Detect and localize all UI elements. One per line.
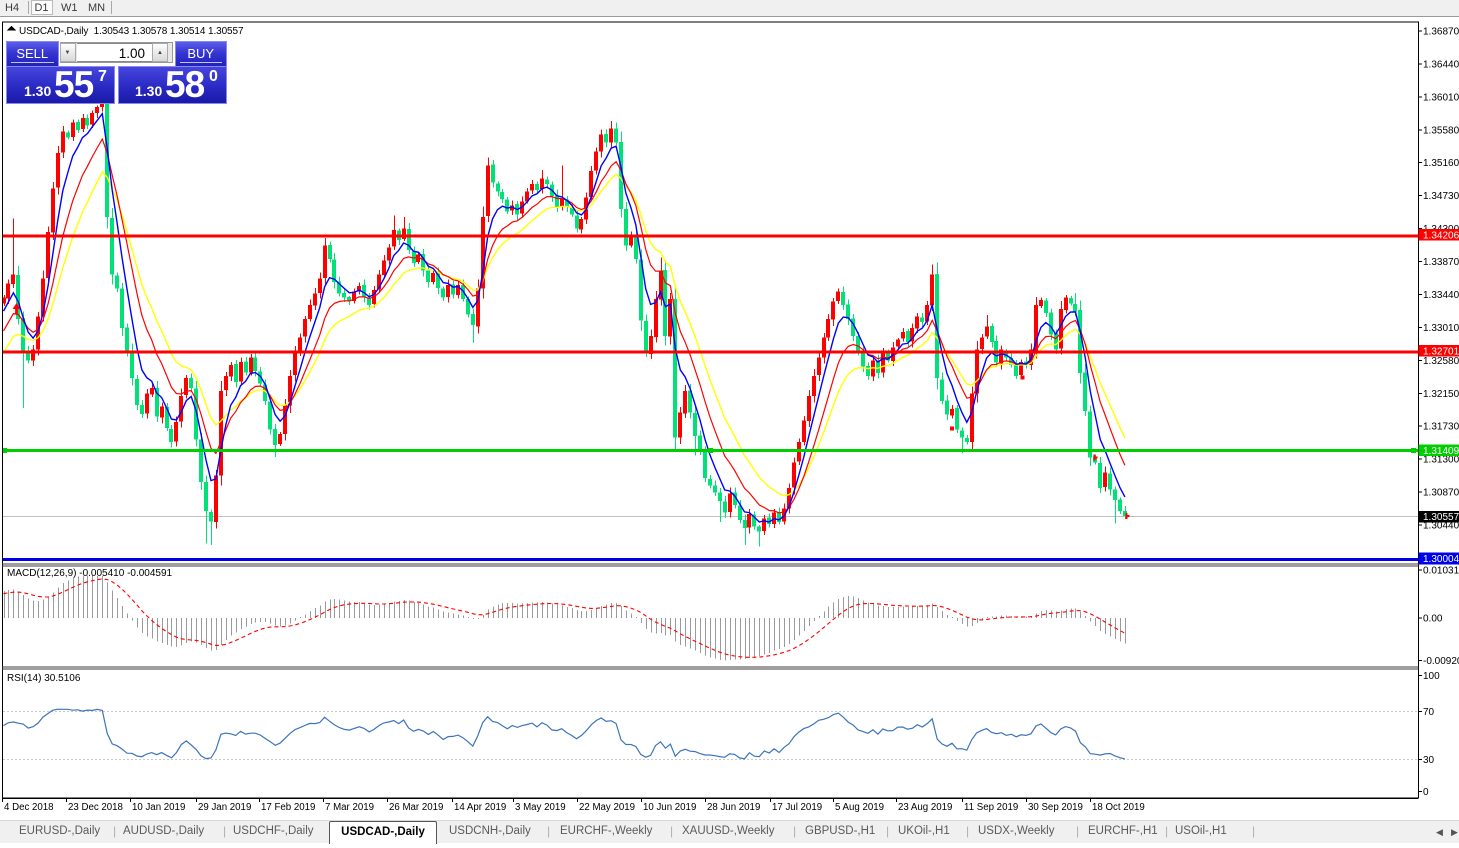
svg-text:1.35580: 1.35580 xyxy=(1423,126,1459,137)
svg-text:5 Aug 2019: 5 Aug 2019 xyxy=(835,802,884,813)
svg-text:70: 70 xyxy=(1423,707,1435,718)
svg-text:22 May 2019: 22 May 2019 xyxy=(579,802,635,813)
svg-text:0.010311: 0.010311 xyxy=(1423,565,1459,576)
svg-text:1.32150: 1.32150 xyxy=(1423,389,1459,400)
svg-text:7 Mar 2019: 7 Mar 2019 xyxy=(325,802,374,813)
svg-text:14 Apr 2019: 14 Apr 2019 xyxy=(454,802,506,813)
svg-text:23 Aug 2019: 23 Aug 2019 xyxy=(898,802,952,813)
svg-text:1.33440: 1.33440 xyxy=(1423,290,1459,301)
svg-text:1.36440: 1.36440 xyxy=(1423,60,1459,71)
svg-text:10 Jun 2019: 10 Jun 2019 xyxy=(643,802,696,813)
svg-text:1.33010: 1.33010 xyxy=(1423,323,1459,334)
svg-text:1.31409: 1.31409 xyxy=(1423,446,1459,457)
svg-text:11 Sep 2019: 11 Sep 2019 xyxy=(964,802,1018,813)
svg-text:1.32701: 1.32701 xyxy=(1423,347,1459,358)
svg-text:17 Feb 2019: 17 Feb 2019 xyxy=(261,802,315,813)
svg-text:30 Sep 2019: 30 Sep 2019 xyxy=(1028,802,1083,813)
svg-text:28 Jun 2019: 28 Jun 2019 xyxy=(707,802,760,813)
svg-text:29 Jan 2019: 29 Jan 2019 xyxy=(198,802,251,813)
svg-text:26 Mar 2019: 26 Mar 2019 xyxy=(389,802,443,813)
svg-text:-0.009203: -0.009203 xyxy=(1423,656,1459,667)
svg-text:1.35160: 1.35160 xyxy=(1423,158,1459,169)
svg-text:1.32580: 1.32580 xyxy=(1423,356,1459,367)
svg-text:1.34206: 1.34206 xyxy=(1423,231,1459,242)
svg-text:17 Jul 2019: 17 Jul 2019 xyxy=(772,802,822,813)
svg-text:1.30440: 1.30440 xyxy=(1423,520,1459,531)
svg-text:1.31730: 1.31730 xyxy=(1423,421,1459,432)
svg-text:USDCAD-,Daily 1.30543 1.30578: USDCAD-,Daily 1.30543 1.30578 1.30514 1.… xyxy=(19,26,244,37)
svg-text:1.30557: 1.30557 xyxy=(1423,512,1459,523)
svg-text:10 Jan 2019: 10 Jan 2019 xyxy=(132,802,185,813)
svg-text:0.00: 0.00 xyxy=(1423,613,1443,624)
svg-text:MACD(12,26,9) -0.005410 -0.004: MACD(12,26,9) -0.005410 -0.004591 xyxy=(7,568,173,579)
svg-text:100: 100 xyxy=(1423,671,1440,682)
svg-text:30: 30 xyxy=(1423,755,1435,766)
svg-text:1.36870: 1.36870 xyxy=(1423,27,1459,38)
svg-text:23 Dec 2018: 23 Dec 2018 xyxy=(68,802,123,813)
svg-text:1.30004: 1.30004 xyxy=(1423,554,1459,565)
svg-text:3 May 2019: 3 May 2019 xyxy=(515,802,566,813)
svg-text:4 Dec 2018: 4 Dec 2018 xyxy=(4,802,54,813)
svg-text:1.30870: 1.30870 xyxy=(1423,487,1459,498)
svg-text:1.34730: 1.34730 xyxy=(1423,191,1459,202)
svg-text:18 Oct 2019: 18 Oct 2019 xyxy=(1092,802,1145,813)
svg-text:1.36010: 1.36010 xyxy=(1423,93,1459,104)
svg-text:RSI(14) 30.5106: RSI(14) 30.5106 xyxy=(7,673,81,684)
svg-text:1.33870: 1.33870 xyxy=(1423,257,1459,268)
svg-text:1.31300: 1.31300 xyxy=(1423,454,1459,465)
svg-text:0: 0 xyxy=(1423,787,1429,798)
